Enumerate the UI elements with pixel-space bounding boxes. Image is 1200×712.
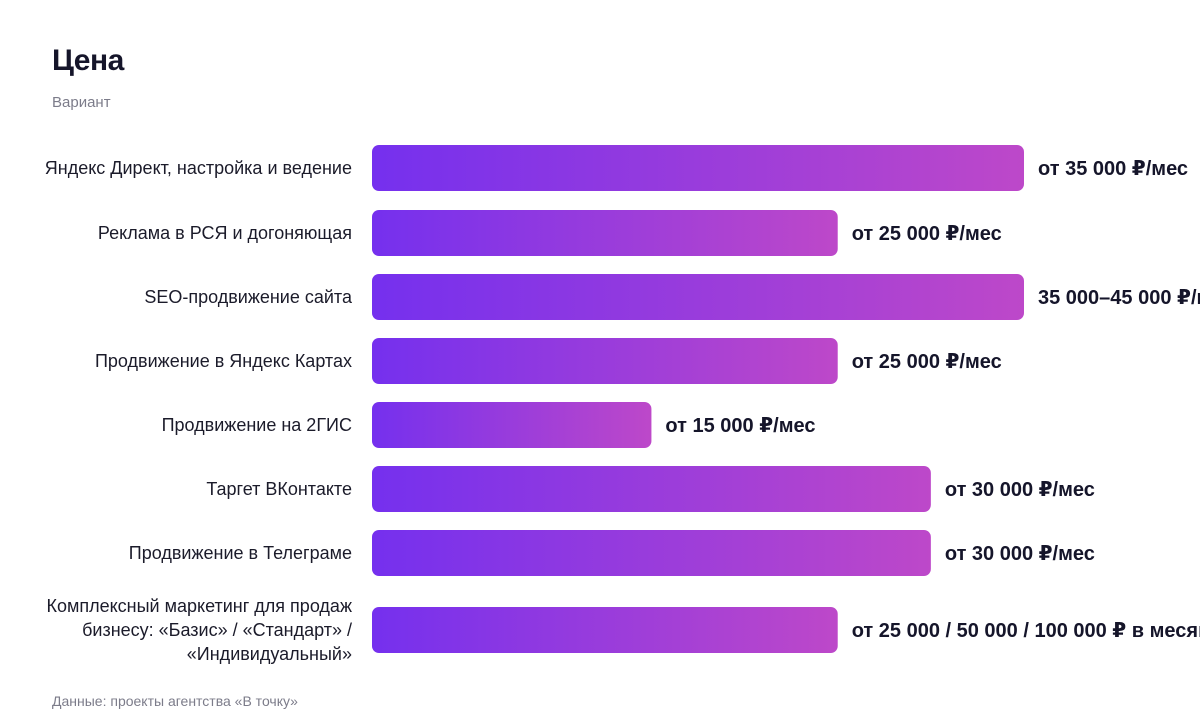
category-label: Реклама в РСЯ и догоняющая xyxy=(97,223,352,243)
category-label: Продвижение на 2ГИС xyxy=(161,415,352,435)
bar xyxy=(372,145,1024,191)
data-source-note: Данные: проекты агентства «В точку» xyxy=(52,693,298,709)
category-label: Яндекс Директ, настройка и ведение xyxy=(44,158,352,178)
category-label: Продвижение в Яндекс Картах xyxy=(94,351,352,371)
bar-value-label: от 25 000 ₽/мес xyxy=(852,223,1002,245)
bar xyxy=(372,274,1024,320)
bar-value-label: от 30 000 ₽/мес xyxy=(945,543,1095,565)
bar xyxy=(372,530,931,576)
bar-value-label: от 25 000 ₽/мес xyxy=(852,351,1002,373)
bar-value-label: от 15 000 ₽/мес xyxy=(665,415,815,437)
category-label: SEO-продвижение сайта xyxy=(144,287,352,307)
bar xyxy=(372,338,838,384)
bars-group: от 35 000 ₽/мес от 25 000 ₽/мес 35 000–45 … xyxy=(372,145,1200,653)
chart-subtitle: Вариант xyxy=(52,94,111,111)
bar xyxy=(372,210,838,256)
bar xyxy=(372,402,652,448)
bar-value-label: 35 000–45 000 ₽/мес xyxy=(1038,287,1200,309)
bar-value-label: от 25 000 / 50 000 / 100 000 ₽ в месяц xyxy=(852,620,1200,642)
bar-value-label: от 30 000 ₽/мес xyxy=(945,479,1095,501)
chart-title: Цена xyxy=(52,44,124,77)
bar xyxy=(372,607,838,653)
bar xyxy=(372,466,931,512)
category-label: Продвижение в Телеграме xyxy=(128,543,352,563)
category-label: Комплексный маркетинг для продаж бизнесу… xyxy=(46,596,352,664)
category-label: Таргет ВКонтакте xyxy=(206,479,352,499)
bar-value-label: от 35 000 ₽/мес xyxy=(1038,158,1188,180)
